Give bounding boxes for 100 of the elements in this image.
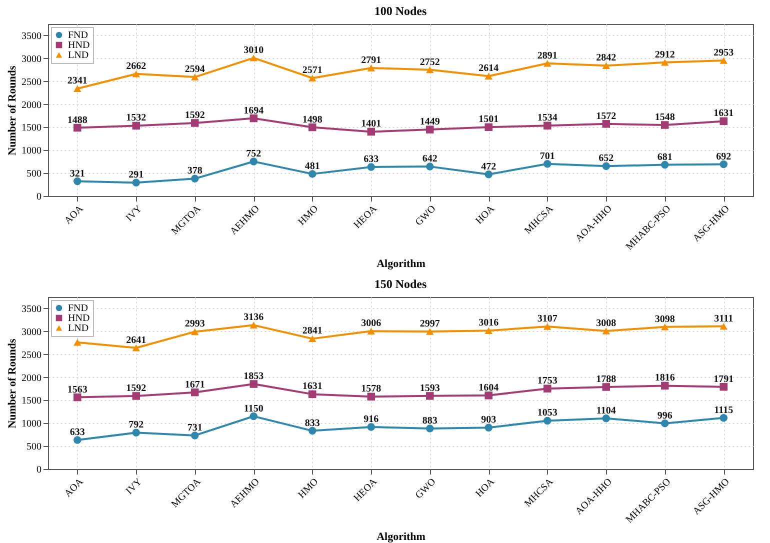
point [367, 128, 375, 136]
point [250, 412, 258, 420]
y-tick-label: 3500 [22, 30, 42, 42]
data-label: 2614 [478, 63, 499, 74]
point [367, 328, 375, 334]
data-label: 2997 [420, 318, 440, 330]
data-label: 1115 [714, 404, 734, 416]
data-label: 1150 [244, 403, 264, 414]
y-axis-title: Number of Rounds [6, 64, 18, 156]
data-label: 2662 [126, 60, 146, 72]
data-label: 1498 [302, 114, 322, 126]
point [661, 121, 669, 129]
data-label: 3136 [244, 312, 264, 324]
y-tick-label: 2500 [22, 76, 42, 88]
data-label: 2341 [67, 76, 88, 87]
y-tick-label: 1000 [22, 418, 42, 430]
point [426, 126, 434, 134]
point [544, 416, 552, 425]
point [426, 328, 434, 335]
point [308, 335, 316, 342]
data-label: 1104 [596, 405, 616, 416]
data-label: 1788 [596, 374, 616, 385]
point [191, 119, 199, 127]
point [426, 66, 434, 74]
data-label: 1593 [420, 382, 440, 394]
point [250, 54, 258, 62]
legend-label: LND [68, 323, 89, 334]
y-tick-label: 0 [36, 192, 42, 202]
data-label: 792 [128, 420, 144, 431]
data-label: 2594 [184, 64, 205, 76]
data-label: 321 [70, 168, 85, 180]
data-label: 642 [422, 154, 438, 165]
y-tick-label: 0 [36, 464, 42, 476]
data-label: 1671 [184, 379, 205, 390]
legend-label: HND [68, 40, 90, 51]
point [308, 123, 316, 132]
data-label: 701 [540, 150, 555, 162]
data-label: 481 [304, 160, 320, 172]
data-label: 291 [128, 170, 144, 181]
point [426, 392, 434, 400]
data-label: 752 [246, 148, 262, 160]
point [720, 160, 728, 168]
point [308, 426, 316, 435]
data-label: 1604 [478, 382, 499, 394]
legend-label: LND [68, 50, 89, 61]
data-label: 652 [598, 153, 614, 164]
data-label: 2912 [654, 49, 675, 60]
point [132, 428, 140, 437]
point [74, 393, 82, 402]
point [367, 423, 375, 431]
y-tick-label: 500 [26, 442, 42, 453]
data-label: 1449 [420, 116, 440, 128]
point [191, 74, 199, 80]
data-label: 1501 [478, 114, 499, 126]
chart-title: 100 Nodes [374, 4, 427, 18]
data-label: 3107 [537, 313, 558, 324]
point [544, 384, 552, 392]
point [661, 160, 669, 169]
point [367, 64, 375, 72]
data-label: 1488 [67, 114, 88, 126]
y-tick-label: 1500 [22, 122, 42, 134]
point [720, 414, 728, 422]
point [132, 392, 140, 400]
y-tick-label: 2000 [22, 372, 42, 384]
data-label: 2842 [596, 52, 616, 64]
point [720, 117, 728, 126]
data-label: 2571 [302, 65, 322, 76]
y-tick-label: 3000 [22, 54, 42, 65]
data-label: 1694 [244, 105, 264, 116]
point [250, 158, 258, 166]
point [308, 390, 316, 398]
data-label: 1401 [361, 118, 382, 130]
data-label: 903 [481, 414, 496, 426]
data-label: 2752 [420, 56, 440, 68]
point [602, 383, 610, 391]
point [544, 323, 552, 330]
point [720, 382, 728, 391]
point [132, 344, 140, 352]
data-label: 1592 [126, 382, 146, 394]
point [484, 327, 492, 334]
y-tick-label: 1000 [22, 146, 42, 157]
data-label: 1631 [714, 108, 734, 120]
y-tick-label: 500 [26, 168, 42, 180]
x-tick-label: IVY [124, 476, 144, 497]
y-tick-label: 2000 [22, 100, 42, 111]
data-label: 2953 [714, 48, 734, 59]
point [426, 424, 434, 432]
data-label: 731 [187, 422, 202, 434]
data-label: 1548 [654, 112, 675, 123]
point [544, 60, 552, 67]
point [484, 424, 492, 432]
point [132, 122, 140, 130]
x-tick-label: IVY [124, 204, 144, 224]
point [191, 432, 199, 440]
data-label: 3006 [361, 318, 382, 330]
data-label: 996 [657, 410, 672, 422]
x-axis-title: Algorithm [376, 258, 426, 270]
data-label: 2841 [302, 326, 322, 337]
data-label: 883 [422, 416, 438, 426]
chart-title: 150 Nodes [374, 277, 427, 291]
